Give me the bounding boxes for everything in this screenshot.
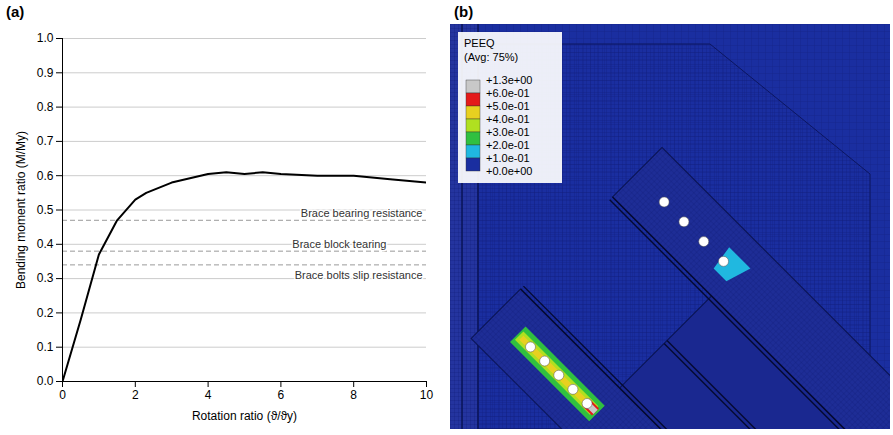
svg-text:0.3: 0.3: [37, 271, 54, 285]
svg-text:Bending moment ratio (M/My): Bending moment ratio (M/My): [14, 131, 28, 289]
svg-text:0.8: 0.8: [37, 100, 54, 114]
svg-text:0.5: 0.5: [37, 203, 54, 217]
html-text:(a): (a): [6, 3, 25, 20]
svg-text:Brace block tearing: Brace block tearing: [292, 238, 386, 250]
svg-text:+3.0e-01: +3.0e-01: [486, 126, 530, 138]
svg-text:+6.0e-01: +6.0e-01: [486, 87, 530, 99]
svg-text:0.0: 0.0: [37, 374, 54, 388]
svg-text:0.6: 0.6: [37, 169, 54, 183]
svg-text:0.7: 0.7: [37, 134, 54, 148]
svg-text:+4.0e-01: +4.0e-01: [486, 113, 530, 125]
svg-text:Brace bearing resistance: Brace bearing resistance: [301, 207, 423, 219]
svg-text:8: 8: [350, 388, 357, 402]
svg-text:1.0: 1.0: [37, 31, 54, 45]
svg-text:+2.0e-01: +2.0e-01: [486, 139, 530, 151]
svg-text:4: 4: [205, 388, 212, 402]
svg-text:0.9: 0.9: [37, 66, 54, 80]
svg-text:Rotation ratio (ϑ/ϑy): Rotation ratio (ϑ/ϑy): [192, 409, 297, 423]
svg-text:10: 10: [420, 388, 434, 402]
svg-text:(Avg: 75%): (Avg: 75%): [464, 51, 518, 63]
svg-text:+1.3e+00: +1.3e+00: [486, 74, 533, 86]
svg-text:+5.0e-01: +5.0e-01: [486, 100, 530, 112]
svg-text:PEEQ: PEEQ: [464, 37, 495, 49]
svg-text:+0.0e+00: +0.0e+00: [486, 165, 533, 177]
svg-text:0.1: 0.1: [37, 340, 54, 354]
svg-text:0.2: 0.2: [37, 306, 54, 320]
svg-text:0.4: 0.4: [37, 237, 54, 251]
svg-text:2: 2: [132, 388, 139, 402]
svg-text:0: 0: [59, 388, 66, 402]
svg-text:Brace bolts slip resistance: Brace bolts slip resistance: [295, 269, 423, 281]
svg-text:+1.0e-01: +1.0e-01: [486, 152, 530, 164]
svg-text:6: 6: [278, 388, 285, 402]
html-text:(b): (b): [454, 3, 474, 20]
